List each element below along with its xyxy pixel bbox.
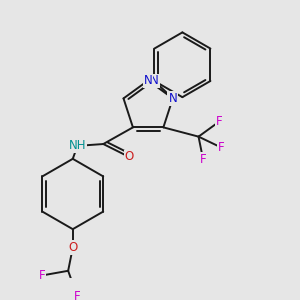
Text: N: N [150, 74, 159, 88]
Text: F: F [216, 115, 222, 128]
Text: NH: NH [69, 140, 86, 152]
Text: F: F [39, 269, 46, 282]
Text: F: F [74, 290, 81, 300]
Text: O: O [124, 151, 134, 164]
Text: N: N [144, 74, 152, 87]
Text: N: N [168, 92, 177, 105]
Text: F: F [218, 141, 225, 154]
Text: F: F [200, 153, 206, 166]
Text: O: O [68, 241, 77, 254]
